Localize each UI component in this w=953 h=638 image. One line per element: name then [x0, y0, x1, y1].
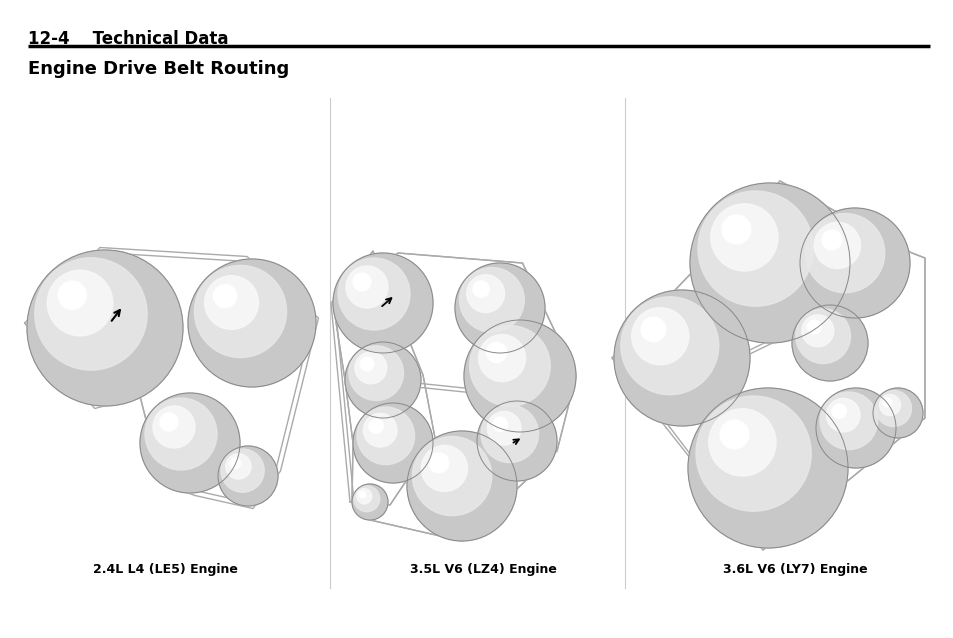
Circle shape [34, 258, 147, 370]
Circle shape [356, 407, 415, 464]
Circle shape [814, 222, 860, 269]
Circle shape [349, 346, 403, 401]
Circle shape [226, 454, 251, 479]
Circle shape [27, 250, 183, 406]
Circle shape [882, 398, 891, 407]
Circle shape [221, 449, 264, 492]
Circle shape [359, 491, 365, 498]
Circle shape [337, 258, 410, 330]
Circle shape [473, 281, 489, 297]
Circle shape [140, 393, 240, 493]
Circle shape [160, 413, 178, 431]
Circle shape [469, 325, 550, 406]
Circle shape [825, 398, 859, 432]
Circle shape [708, 409, 775, 476]
Circle shape [480, 405, 538, 463]
Circle shape [687, 388, 847, 548]
Circle shape [872, 388, 923, 438]
Circle shape [369, 419, 383, 433]
Circle shape [213, 285, 236, 308]
Circle shape [48, 271, 112, 336]
Circle shape [345, 342, 420, 418]
Circle shape [689, 183, 849, 343]
Circle shape [58, 281, 86, 309]
Circle shape [455, 263, 544, 353]
Circle shape [815, 388, 895, 468]
Circle shape [354, 486, 379, 512]
Circle shape [831, 404, 845, 419]
Circle shape [355, 352, 386, 384]
Circle shape [640, 317, 665, 342]
Text: 3.6L V6 (LY7) Engine: 3.6L V6 (LY7) Engine [722, 563, 866, 576]
Circle shape [875, 390, 910, 426]
Circle shape [720, 420, 748, 449]
Circle shape [820, 392, 877, 450]
Text: 3.5L V6 (LZ4) Engine: 3.5L V6 (LZ4) Engine [409, 563, 556, 576]
Circle shape [614, 290, 749, 426]
Circle shape [493, 417, 507, 431]
Circle shape [466, 275, 504, 313]
Circle shape [791, 305, 867, 381]
Circle shape [721, 215, 750, 244]
Circle shape [801, 315, 833, 347]
Circle shape [356, 489, 372, 504]
Circle shape [821, 230, 841, 250]
Circle shape [696, 396, 810, 511]
Circle shape [407, 431, 517, 541]
Circle shape [194, 265, 286, 357]
Circle shape [145, 398, 216, 470]
Circle shape [205, 276, 258, 329]
Text: 12-4    Technical Data: 12-4 Technical Data [28, 30, 229, 48]
Circle shape [620, 297, 718, 395]
Circle shape [476, 401, 557, 481]
Circle shape [463, 320, 576, 432]
Circle shape [710, 204, 778, 271]
Circle shape [353, 273, 371, 291]
Circle shape [363, 413, 396, 447]
Circle shape [879, 394, 900, 415]
Circle shape [188, 259, 315, 387]
Circle shape [333, 253, 433, 353]
Circle shape [459, 267, 524, 332]
Circle shape [429, 453, 448, 473]
Circle shape [421, 445, 467, 491]
Circle shape [806, 320, 820, 334]
Text: 2.4L L4 (LE5) Engine: 2.4L L4 (LE5) Engine [92, 563, 237, 576]
Circle shape [152, 406, 194, 448]
Circle shape [352, 484, 388, 520]
Circle shape [795, 309, 850, 364]
Circle shape [353, 403, 433, 483]
Circle shape [346, 266, 388, 308]
Circle shape [412, 436, 491, 516]
Circle shape [478, 334, 525, 382]
Circle shape [486, 343, 506, 362]
Circle shape [631, 308, 688, 365]
Circle shape [360, 357, 374, 371]
Circle shape [230, 458, 240, 469]
Circle shape [804, 214, 883, 293]
Circle shape [218, 446, 277, 506]
Circle shape [487, 412, 520, 445]
Circle shape [800, 208, 909, 318]
Circle shape [698, 191, 812, 306]
Text: Engine Drive Belt Routing: Engine Drive Belt Routing [28, 60, 289, 78]
